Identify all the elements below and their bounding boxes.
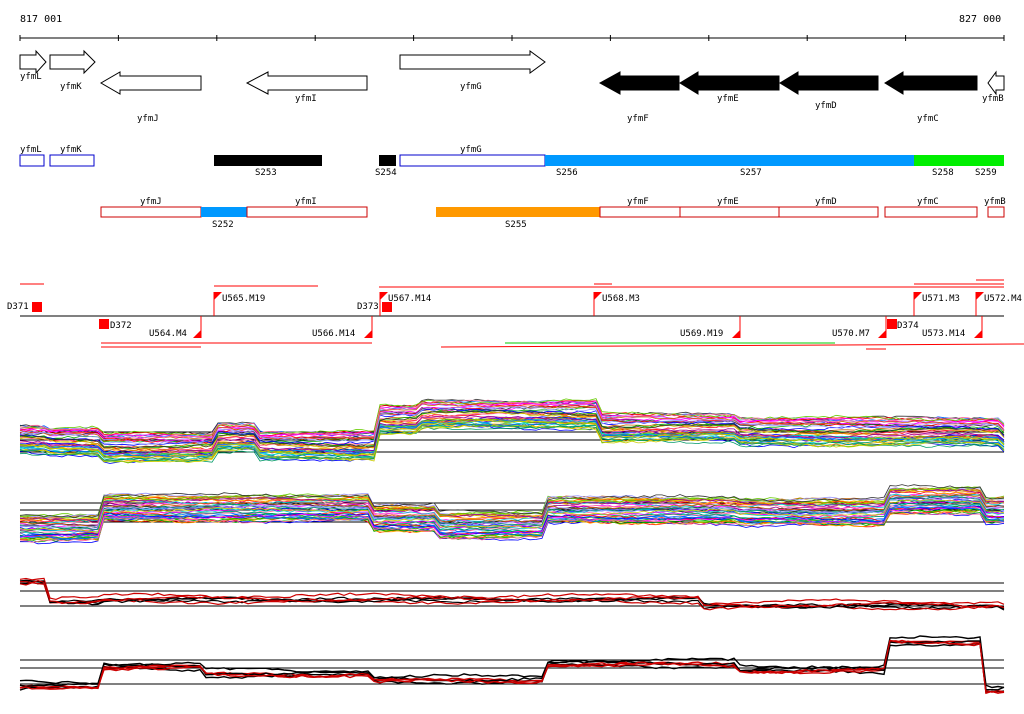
- box-label-yfmD: yfmD: [815, 197, 837, 207]
- segment-label-S258: S258: [932, 168, 954, 178]
- segment-S252[interactable]: [201, 207, 247, 217]
- gene-arrow-yfmF[interactable]: [598, 71, 680, 95]
- marker-label-U568-M3: U568.M3: [602, 294, 640, 304]
- gene-label-yfmE: yfmE: [717, 94, 739, 104]
- marker-U572-M4[interactable]: [976, 292, 984, 300]
- gene-arrow-yfmE[interactable]: [679, 71, 780, 95]
- expression-panel-4: [19, 635, 1005, 695]
- box-label-yfmK: yfmK: [60, 145, 82, 155]
- box-label-yfmG: yfmG: [460, 145, 482, 155]
- coordinate-ruler: [19, 35, 1005, 41]
- marker-U569-M19[interactable]: [732, 330, 740, 338]
- marker-U565-M19[interactable]: [214, 292, 222, 300]
- marker-U570-M7[interactable]: [878, 330, 886, 338]
- marker-U571-M3[interactable]: [914, 292, 922, 300]
- gene-arrow-yfmC[interactable]: [884, 71, 978, 95]
- gene-arrow-yfmD[interactable]: [779, 71, 879, 95]
- marker-label-U570-M7: U570.M7: [832, 329, 870, 339]
- marker-D371[interactable]: [32, 302, 42, 312]
- coord-start: 817 001: [20, 14, 63, 25]
- gene-box-yfmD[interactable]: [778, 206, 879, 218]
- segment-S258-S259[interactable]: [914, 155, 1004, 166]
- gene-arrow-yfmK[interactable]: [49, 49, 96, 75]
- marker-label-D372: D372: [110, 321, 132, 331]
- marker-label-U569-M19: U569.M19: [680, 329, 723, 339]
- segment-S254[interactable]: [379, 155, 396, 166]
- segment-track-upper: yfmL yfmK yfmG S253 S254 S256 S257 S258 …: [19, 145, 1004, 178]
- gene-label-yfmD: yfmD: [815, 101, 837, 111]
- box-label-yfmJ: yfmJ: [140, 197, 162, 207]
- gene-box-yfmJ[interactable]: [100, 206, 202, 218]
- gene-arrow-yfmI[interactable]: [245, 71, 368, 95]
- marker-label-D373: D373: [357, 302, 379, 312]
- segment-track-lower: yfmJ yfmI yfmF yfmE yfmD yfmC yfmB S252 …: [100, 197, 1006, 230]
- box-label-yfmI: yfmI: [295, 197, 317, 207]
- marker-label-U572-M4: U572.M4: [984, 294, 1022, 304]
- box-label-yfmL: yfmL: [20, 145, 42, 155]
- gene-box-yfmL[interactable]: [19, 154, 45, 167]
- gene-label-yfmL: yfmL: [20, 72, 42, 82]
- marker-U567-M14[interactable]: [380, 292, 388, 300]
- gene-label-yfmC: yfmC: [917, 114, 939, 124]
- marker-U573-M14[interactable]: [974, 330, 982, 338]
- marker-track: D371 U565.M19 D373 U567.M14 U568.M3 U571…: [7, 279, 1024, 350]
- segment-S256-S257[interactable]: [545, 155, 914, 166]
- gene-arrow-yfmJ[interactable]: [100, 71, 202, 95]
- box-label-yfmE: yfmE: [717, 197, 739, 207]
- gene-label-yfmB: yfmB: [982, 94, 1004, 104]
- gene-label-yfmI: yfmI: [295, 94, 317, 104]
- gene-arrow-yfmL[interactable]: [19, 49, 47, 75]
- expression-panel-1: [19, 398, 1005, 464]
- gene-arrow-yfmG[interactable]: [399, 50, 546, 74]
- marker-label-U567-M14: U567.M14: [388, 294, 431, 304]
- gene-box-yfmC[interactable]: [884, 206, 978, 218]
- marker-label-U564-M4: U564.M4: [149, 329, 187, 339]
- gene-box-yfmF[interactable]: [599, 206, 681, 218]
- box-label-yfmF: yfmF: [627, 197, 649, 207]
- coord-end: 827 000: [959, 14, 1002, 25]
- gene-box-yfmK[interactable]: [49, 154, 95, 167]
- segment-label-S252: S252: [212, 220, 234, 230]
- marker-label-U565-M19: U565.M19: [222, 294, 265, 304]
- gene-box-yfmG[interactable]: [399, 154, 546, 167]
- marker-label-U573-M14: U573.M14: [922, 329, 965, 339]
- box-label-yfmC: yfmC: [917, 197, 939, 207]
- gene-label-yfmJ: yfmJ: [137, 114, 159, 124]
- gene-label-yfmG: yfmG: [460, 82, 482, 92]
- gene-box-yfmE[interactable]: [679, 206, 780, 218]
- marker-label-D371: D371: [7, 302, 29, 312]
- segment-label-S253: S253: [255, 168, 277, 178]
- segment-S255[interactable]: [436, 207, 600, 217]
- marker-D372[interactable]: [99, 319, 109, 329]
- gene-track: yfmL yfmK yfmJ yfmI yfmG yfmF yfmE yfmD …: [19, 49, 1005, 124]
- marker-label-U571-M3: U571.M3: [922, 294, 960, 304]
- marker-D374[interactable]: [887, 319, 897, 329]
- marker-U568-M3[interactable]: [594, 292, 602, 300]
- expression-panel-2: [19, 484, 1005, 545]
- box-label-yfmB: yfmB: [984, 197, 1006, 207]
- expression-panel-3: [19, 577, 1005, 611]
- marker-label-U566-M14: U566.M14: [312, 329, 355, 339]
- marker-U564-M4[interactable]: [193, 330, 201, 338]
- marker-label-D374: D374: [897, 321, 919, 331]
- segment-label-S255: S255: [505, 220, 527, 230]
- gene-label-yfmF: yfmF: [627, 114, 649, 124]
- segment-S253[interactable]: [214, 155, 322, 166]
- segment-label-S254: S254: [375, 168, 397, 178]
- marker-U566-M14[interactable]: [364, 330, 372, 338]
- gene-box-yfmB[interactable]: [987, 206, 1005, 218]
- segment-label-S259: S259: [975, 168, 997, 178]
- gene-box-yfmI[interactable]: [246, 206, 368, 218]
- gene-arrow-yfmB[interactable]: [987, 70, 1005, 96]
- segment-label-S256: S256: [556, 168, 578, 178]
- marker-D373[interactable]: [382, 302, 392, 312]
- segment-label-S257: S257: [740, 168, 762, 178]
- gene-label-yfmK: yfmK: [60, 82, 82, 92]
